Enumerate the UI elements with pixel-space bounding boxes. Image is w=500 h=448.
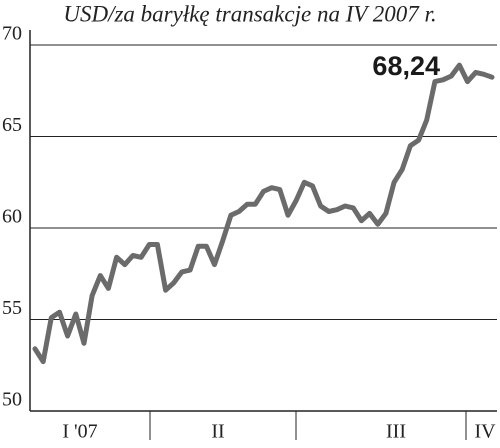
x-tick-label: II — [211, 421, 224, 443]
chart-title: USD/za baryłkę transakcje na IV 2007 r. — [63, 1, 436, 26]
x-tick-label: IV — [474, 421, 496, 443]
y-tick-label: 55 — [2, 297, 22, 319]
price-line — [32, 62, 495, 365]
y-tick-label: 65 — [2, 114, 22, 136]
x-tick-label: III — [386, 421, 406, 443]
y-tick-label: 70 — [2, 23, 22, 45]
x-tick-label: I '07 — [62, 421, 97, 443]
last-value-annotation: 68,24 — [372, 51, 440, 81]
y-tick-label: 50 — [2, 389, 22, 411]
y-tick-label: 60 — [2, 206, 22, 228]
